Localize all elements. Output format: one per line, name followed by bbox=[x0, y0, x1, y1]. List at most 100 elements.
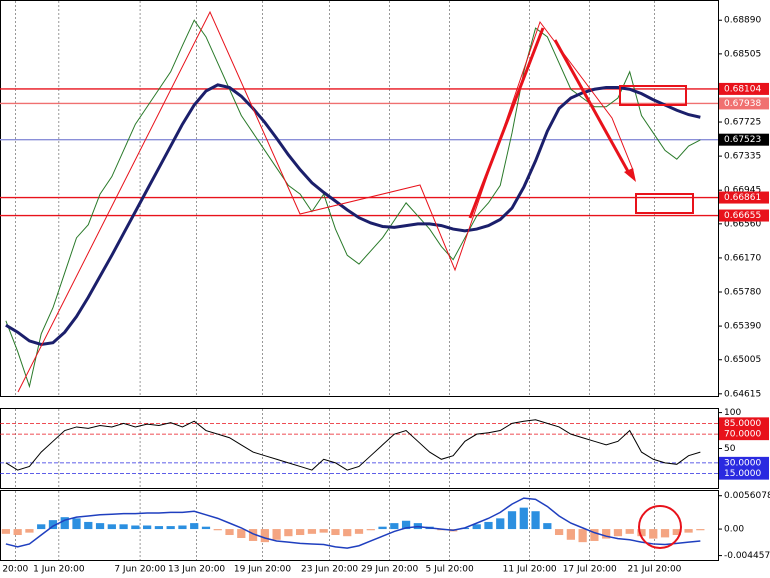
y-tick-label: 0.00 bbox=[724, 525, 744, 535]
x-tick-label: 13 Jun 20:00 bbox=[168, 565, 225, 575]
histogram-bar bbox=[72, 518, 81, 530]
histogram-bar bbox=[554, 529, 564, 536]
histogram-bar bbox=[48, 520, 58, 530]
y-tick-label: 0.66945 bbox=[724, 186, 761, 196]
histogram-bar bbox=[166, 526, 175, 530]
histogram-bar bbox=[143, 525, 152, 530]
level-label-bg bbox=[719, 456, 769, 469]
histogram-bar bbox=[625, 529, 634, 534]
level-label: 15.0000 bbox=[724, 469, 761, 479]
x-tick-label: 11 Jul 20:00 bbox=[503, 565, 557, 575]
highlight-circle bbox=[638, 505, 682, 549]
histogram-bar bbox=[190, 523, 199, 530]
x-tick-label: 29 Jun 20:00 bbox=[361, 565, 418, 575]
highlight-box bbox=[635, 193, 694, 214]
histogram-bar bbox=[378, 526, 387, 530]
histogram-bar bbox=[578, 529, 587, 543]
x-tick-label: 20:00 bbox=[2, 565, 28, 575]
level-label-bg bbox=[719, 467, 769, 480]
y-tick-label: 0.66170 bbox=[724, 253, 761, 263]
level-label: 0.66655 bbox=[724, 211, 761, 221]
histogram-bar bbox=[213, 529, 222, 531]
histogram-bar bbox=[531, 511, 540, 530]
histogram-bar bbox=[296, 529, 305, 536]
y-tick-label: 0.65780 bbox=[724, 288, 761, 298]
level-label: 70.0000 bbox=[724, 430, 761, 440]
y-tick-label: 0.68505 bbox=[724, 49, 761, 59]
histogram-bar bbox=[13, 529, 22, 536]
histogram-bar bbox=[25, 529, 34, 533]
histogram-bar bbox=[260, 529, 269, 543]
histogram-bar bbox=[484, 521, 493, 530]
histogram-bar bbox=[354, 529, 364, 534]
histogram-bar bbox=[37, 524, 46, 530]
histogram-bar bbox=[637, 529, 646, 537]
level-label-bg bbox=[719, 191, 769, 204]
macd-line bbox=[5, 497, 701, 549]
histogram-bar bbox=[649, 529, 658, 539]
x-tick-label: 21 Jul 20:00 bbox=[627, 565, 681, 575]
level-label-bg bbox=[719, 133, 769, 146]
histogram-bar bbox=[684, 529, 693, 533]
histogram-bar bbox=[602, 529, 611, 539]
x-tick-label: 23 Jun 20:00 bbox=[301, 565, 358, 575]
histogram-bar bbox=[507, 511, 517, 530]
highlight-box bbox=[619, 85, 687, 106]
histogram-bar bbox=[401, 520, 411, 530]
histogram-bar bbox=[613, 529, 623, 537]
histogram-bar bbox=[519, 507, 528, 530]
level-label-bg bbox=[719, 428, 769, 441]
y-tick-label: 0.67725 bbox=[724, 118, 761, 128]
arrow-up bbox=[468, 27, 545, 219]
histogram-bar bbox=[1, 529, 11, 534]
histogram-bar bbox=[366, 529, 375, 531]
macd-frame bbox=[0, 490, 719, 561]
level-label-bg bbox=[719, 97, 769, 110]
x-tick-label: 17 Jul 20:00 bbox=[563, 565, 617, 575]
histogram-bar bbox=[272, 529, 281, 540]
histogram-bar bbox=[95, 523, 105, 530]
y-tick-label: 0.66560 bbox=[724, 219, 761, 229]
y-tick-label: 0.67335 bbox=[724, 152, 761, 162]
histogram-bar bbox=[248, 529, 258, 541]
level-label: 0.66861 bbox=[724, 193, 761, 203]
y-tick-label: 0.65005 bbox=[724, 355, 761, 365]
histogram-bar bbox=[237, 529, 246, 538]
level-label-bg bbox=[719, 209, 769, 222]
histogram-bar bbox=[178, 525, 187, 530]
histogram-bar bbox=[307, 529, 317, 534]
level-label-bg bbox=[719, 417, 769, 430]
histogram-bar bbox=[672, 529, 681, 536]
histogram-bar bbox=[107, 524, 116, 530]
annotations bbox=[17, 10, 694, 549]
y-tick-label: 0.64615 bbox=[724, 389, 761, 399]
y-tick-label: 0.68890 bbox=[724, 16, 761, 26]
main-frame bbox=[0, 0, 719, 397]
level-label: 85.0000 bbox=[724, 419, 761, 429]
y-tick-label: 0.0056078 bbox=[724, 491, 770, 501]
x-tick-label: 1 Jun 20:00 bbox=[33, 565, 85, 575]
y-tick-label: 50 bbox=[724, 444, 736, 454]
histogram-bar bbox=[590, 529, 599, 541]
histogram-bar bbox=[284, 529, 293, 537]
histogram-bar bbox=[496, 518, 505, 530]
histogram-bar bbox=[390, 523, 399, 530]
level-label: 30.0000 bbox=[724, 458, 761, 468]
histogram-bar bbox=[225, 529, 234, 536]
arrow-down bbox=[553, 39, 632, 176]
y-tick-label: 0.65390 bbox=[724, 322, 761, 332]
arrow-head bbox=[624, 168, 636, 182]
histogram-bar bbox=[154, 526, 164, 530]
histogram-bar bbox=[131, 525, 140, 530]
zigzag bbox=[17, 10, 634, 393]
x-tick-label: 7 Jun 20:00 bbox=[114, 565, 166, 575]
histogram-bar bbox=[343, 529, 352, 537]
x-tick-label: 19 Jun 20:00 bbox=[234, 565, 291, 575]
histogram-bar bbox=[201, 526, 211, 530]
histogram-bar bbox=[60, 517, 69, 530]
histogram-bar bbox=[660, 529, 670, 538]
histogram-bar bbox=[84, 521, 93, 530]
